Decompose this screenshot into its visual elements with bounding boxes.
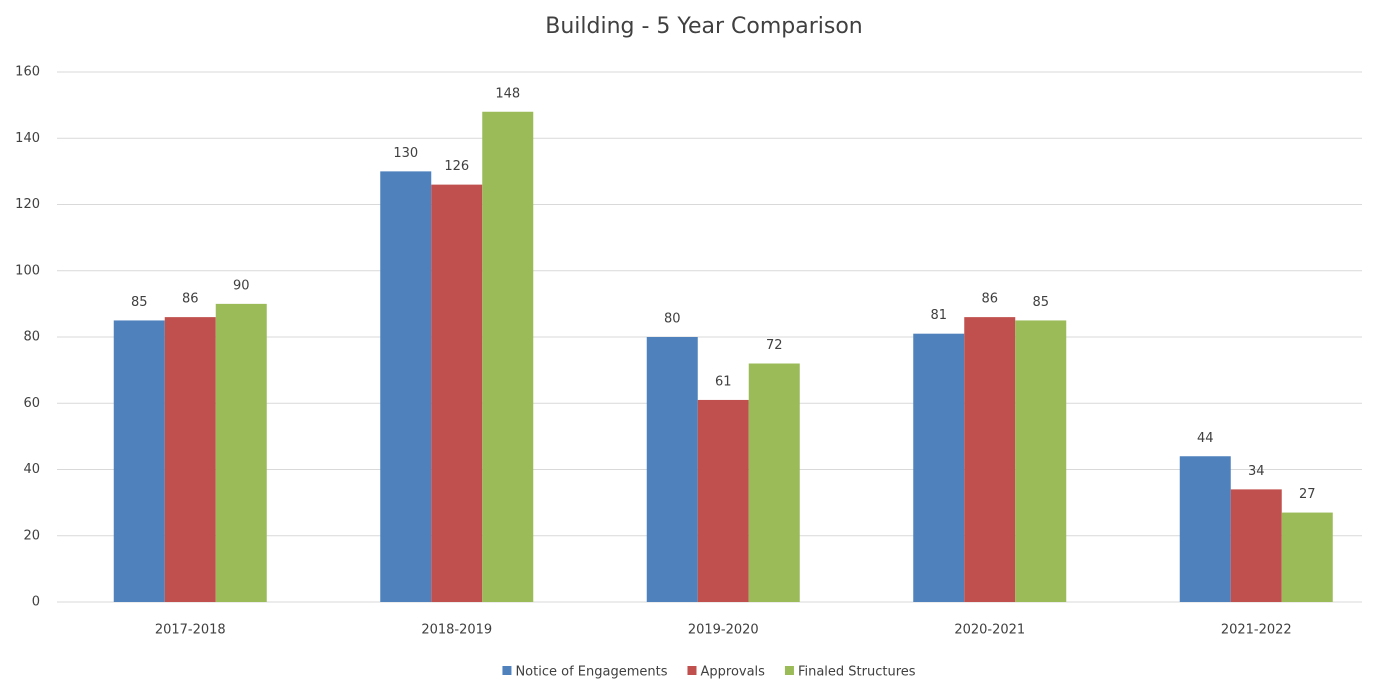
data-label: 27: [1299, 487, 1316, 502]
data-label: 61: [715, 374, 732, 389]
bar: [113, 320, 165, 602]
data-label: 130: [393, 146, 418, 161]
data-label: 148: [495, 86, 520, 101]
y-tick-label: 120: [15, 197, 40, 212]
bar: [1179, 456, 1231, 602]
y-tick-label: 100: [15, 263, 40, 278]
x-tick-label: 2018-2019: [421, 623, 492, 638]
data-label: 90: [233, 278, 250, 293]
bar: [913, 333, 965, 602]
data-label: 34: [1248, 464, 1265, 479]
chart-title: Building - 5 Year Comparison: [545, 14, 862, 39]
y-tick-label: 80: [23, 330, 40, 345]
legend-label: Finaled Structures: [798, 665, 916, 680]
y-tick-label: 40: [23, 462, 40, 477]
data-label: 126: [444, 159, 469, 174]
bar: [697, 399, 749, 602]
bar: [646, 337, 698, 602]
bar: [1015, 320, 1067, 602]
x-tick-label: 2017-2018: [155, 623, 226, 638]
legend-swatch: [502, 666, 512, 675]
legend-label: Notice of Engagements: [515, 665, 667, 680]
bar: [431, 184, 483, 602]
data-label: 85: [1032, 295, 1049, 310]
bar: [1230, 489, 1282, 602]
bar: [964, 317, 1016, 602]
x-tick-label: 2020-2021: [954, 623, 1025, 638]
bar: [215, 303, 267, 602]
y-tick-label: 20: [23, 528, 40, 543]
y-tick-label: 160: [15, 65, 40, 80]
data-label: 86: [182, 292, 199, 307]
legend-swatch: [687, 666, 697, 675]
y-tick-label: 60: [23, 396, 40, 411]
data-label: 44: [1197, 431, 1214, 446]
data-label: 72: [766, 338, 783, 353]
data-label: 85: [131, 295, 148, 310]
x-tick-label: 2019-2020: [688, 623, 759, 638]
data-label: 81: [930, 308, 947, 323]
legend-swatch: [784, 666, 794, 675]
x-tick-label: 2021-2022: [1221, 623, 1292, 638]
y-tick-label: 0: [32, 595, 40, 610]
y-tick-label: 140: [15, 131, 40, 146]
bar: [164, 317, 216, 602]
bar: [748, 363, 800, 602]
legend-label: Approvals: [700, 665, 765, 680]
data-label: 86: [981, 292, 998, 307]
data-label: 80: [664, 312, 681, 327]
bar: [380, 171, 432, 602]
bar: [482, 111, 534, 602]
bar: [1281, 512, 1333, 602]
